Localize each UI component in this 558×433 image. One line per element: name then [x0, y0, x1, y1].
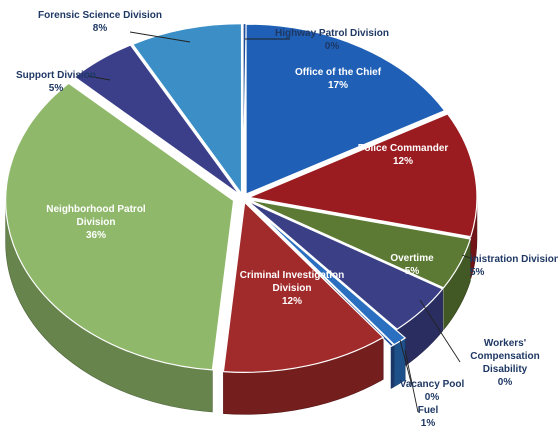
category-label-workers-compensation-disability: Workers': [484, 338, 526, 349]
data-label-police-commander: 12%: [393, 156, 413, 167]
data-label-administration-division: 5%: [470, 267, 485, 278]
category-label-forensic-science-division: Forensic Science Division: [38, 10, 162, 21]
data-label-neighborhood-patrol-division: 36%: [86, 230, 106, 241]
category-label-police-commander: Police Commander: [358, 143, 449, 154]
category-label-support-division: Support Division: [16, 70, 96, 81]
data-label-forensic-science-division: 8%: [93, 23, 108, 34]
category-label-criminal-investigation-division: Division: [273, 283, 312, 294]
category-label-workers-compensation-disability: Disability: [483, 364, 528, 375]
data-label-workers-compensation-disability: 0%: [498, 377, 513, 388]
data-label-fuel: 1%: [421, 418, 436, 429]
data-label-overtime: 5%: [405, 266, 420, 277]
data-label-support-division: 5%: [49, 83, 64, 94]
category-label-overtime: Overtime: [390, 253, 434, 264]
slice-side-vacancy-pool: [391, 345, 394, 388]
category-label-fuel: Fuel: [418, 405, 439, 416]
category-label-vacancy-pool: Vacancy Pool: [400, 379, 465, 390]
data-label-office-of-the-chief: 17%: [328, 80, 348, 91]
category-label-office-of-the-chief: Office of the Chief: [295, 67, 382, 78]
category-label-neighborhood-patrol-division: Division: [77, 217, 116, 228]
category-label-workers-compensation-disability: Compensation: [470, 351, 539, 362]
category-label-neighborhood-patrol-division: Neighborhood Patrol: [46, 204, 146, 215]
category-label-criminal-investigation-division: Criminal Investigation: [240, 270, 344, 281]
data-label-vacancy-pool: 0%: [425, 392, 440, 403]
data-label-highway-patrol-division: 0%: [325, 41, 340, 52]
data-label-criminal-investigation-division: 12%: [282, 296, 302, 307]
category-label-administration-division: inistration Division: [470, 254, 558, 265]
category-label-highway-patrol-division: Highway Patrol Division: [275, 28, 389, 39]
